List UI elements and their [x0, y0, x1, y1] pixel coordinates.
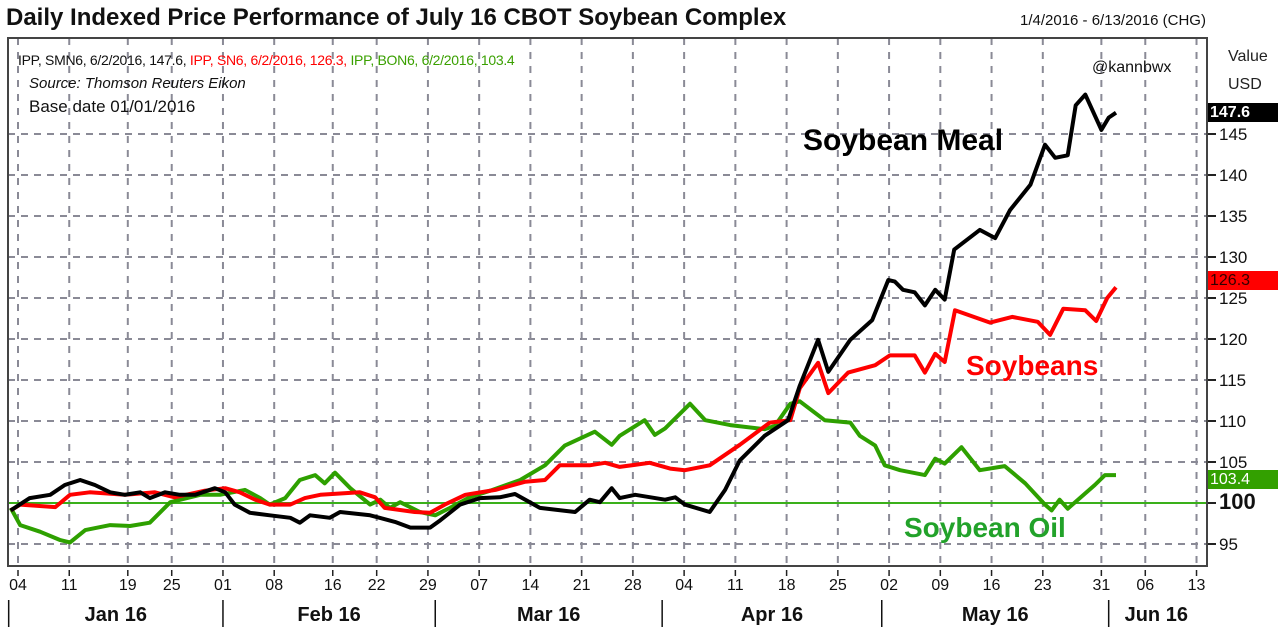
- x-tick-label: 11: [727, 577, 744, 594]
- legend: IPP, SMN6, 6/2/2016, 147.6, IPP, SN6, 6/…: [18, 52, 515, 68]
- x-tick-label: 25: [163, 577, 181, 594]
- x-tick-label: 08: [265, 577, 283, 594]
- date-range: 1/4/2016 - 6/13/2016 (CHG): [1020, 12, 1206, 29]
- x-tick-label: 29: [419, 577, 437, 594]
- x-tick-label: 23: [1034, 577, 1052, 594]
- y-tick-label: 110: [1219, 412, 1246, 431]
- axis-unit-currency: USD: [1228, 76, 1262, 93]
- y-tick-label: 125: [1219, 289, 1247, 308]
- x-tick-label: 11: [61, 577, 78, 594]
- x-tick-label: 13: [1188, 577, 1206, 594]
- x-tick-label: 14: [522, 577, 540, 594]
- annotation-soybean-oil: Soybean Oil: [904, 512, 1066, 543]
- y-tick-label: 120: [1219, 330, 1247, 349]
- y-tick-label: 95: [1219, 535, 1238, 554]
- series-line-oil: [8, 399, 1116, 545]
- month-label: Mar 16: [517, 604, 580, 626]
- chart-title: Daily Indexed Price Performance of July …: [6, 4, 787, 31]
- x-tick-label: 09: [931, 577, 949, 594]
- month-label: Jan 16: [85, 604, 147, 626]
- x-tick-label: 16: [983, 577, 1001, 594]
- month-label: Apr 16: [741, 604, 803, 626]
- x-tick-label: 28: [624, 577, 642, 594]
- y-tick-label: 145: [1219, 125, 1247, 144]
- series-line-meal: [9, 92, 1118, 530]
- x-tick-label: 07: [470, 577, 488, 594]
- month-label: Jun 16: [1125, 604, 1188, 626]
- legend-entry-meal: IPP, SMN6, 6/2/2016, 147.6,: [18, 52, 187, 68]
- x-tick-label: 31: [1092, 577, 1110, 594]
- legend-entry-beans: IPP, SN6, 6/2/2016, 126.3,: [186, 52, 347, 68]
- axis-unit-value: Value: [1228, 48, 1268, 65]
- plot-frame: [7, 37, 1208, 567]
- x-tick-label: 04: [9, 577, 27, 594]
- month-label: May 16: [962, 604, 1029, 626]
- last-value-badge-beans: 126.3: [1208, 271, 1278, 290]
- month-label: Feb 16: [297, 604, 360, 626]
- legend-entry-oil: IPP, BON6, 6/2/2016, 103.4: [346, 52, 515, 68]
- last-value-badge-oil: 103.4: [1208, 470, 1278, 489]
- x-tick-label: 22: [368, 577, 386, 594]
- source-note: Source: Thomson Reuters Eikon: [29, 75, 246, 92]
- base-date: Base date 01/01/2016: [29, 97, 196, 116]
- y-tick-label: 135: [1219, 207, 1247, 226]
- annotation-soybeans: Soybeans: [966, 350, 1099, 381]
- y-tick-label: 130: [1219, 248, 1247, 267]
- author-handle: @kannbwx: [1092, 59, 1172, 76]
- x-tick-label: 04: [675, 577, 693, 594]
- y-tick-label: 105: [1219, 453, 1247, 472]
- x-tick-label: 21: [573, 577, 591, 594]
- x-tick-label: 06: [1136, 577, 1154, 594]
- y-tick-label: 115: [1219, 371, 1246, 390]
- series-line-beans: [9, 286, 1118, 515]
- last-value-badge-meal: 147.6: [1208, 103, 1278, 122]
- x-tick-label: 25: [829, 577, 847, 594]
- x-tick-label: 18: [778, 577, 796, 594]
- x-tick-label: 02: [880, 577, 898, 594]
- y-tick-label: 140: [1219, 166, 1247, 185]
- x-tick-label: 16: [324, 577, 342, 594]
- annotation-soybean-meal: Soybean Meal: [803, 124, 1004, 157]
- x-tick-label: 19: [119, 577, 137, 594]
- y-tick-label: 100: [1219, 489, 1256, 514]
- x-tick-label: 01: [214, 577, 232, 594]
